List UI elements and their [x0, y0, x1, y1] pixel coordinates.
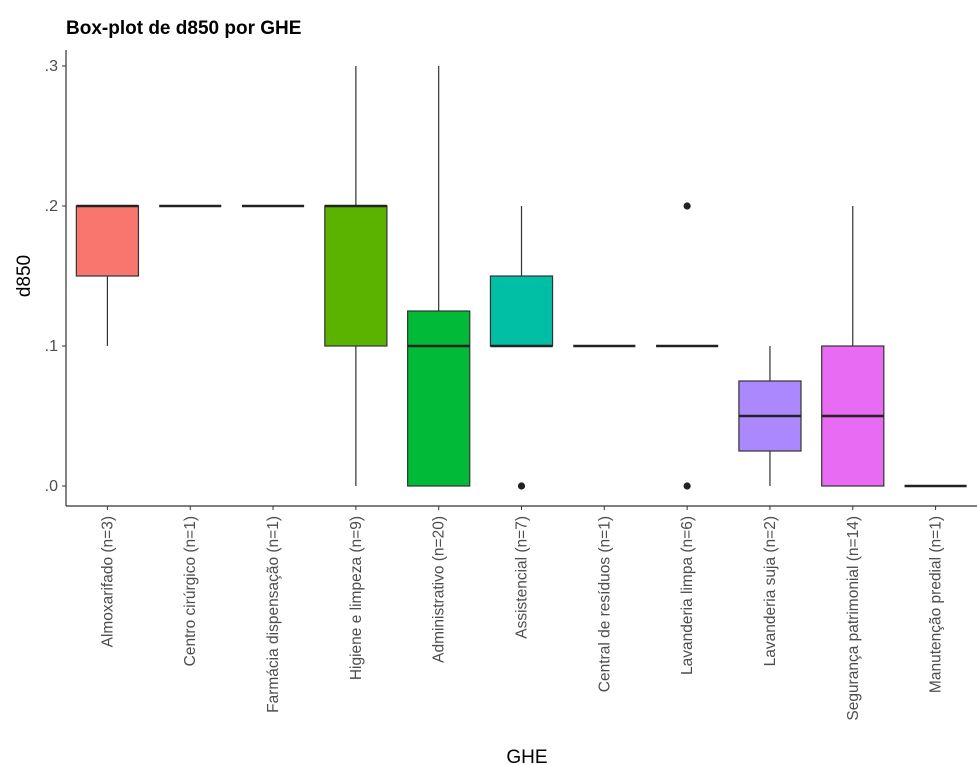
box-5 — [407, 66, 471, 487]
x-tick-label: Assistencial (n=7) — [514, 516, 531, 639]
iqr-box — [324, 205, 388, 347]
outlier-point — [683, 482, 691, 490]
x-tick-label: Central de resíduos (n=1) — [596, 516, 613, 692]
x-tick-label: Administrativo (n=20) — [431, 516, 448, 663]
boxes-group — [75, 66, 967, 490]
box-10 — [821, 206, 885, 487]
x-axis: Almoxarifado (n=3) Centro cirúrgico (n=1)… — [66, 505, 977, 721]
x-tick-label: Farmácia dispensação (n=1) — [265, 516, 282, 713]
y-tick-label: .2 — [45, 198, 58, 215]
x-tick-label: Lavanderia suja (n=2) — [762, 516, 779, 666]
box-1 — [75, 204, 140, 346]
x-tick-label: Centro cirúrgico (n=1) — [182, 516, 199, 666]
y-axis: .0 .1 .2 .3 — [45, 50, 67, 506]
y-axis-title: d850 — [14, 255, 35, 297]
box-4 — [324, 66, 388, 486]
x-axis-title: GHE — [506, 747, 547, 765]
chart-title: Box-plot de d850 por GHE — [66, 18, 301, 39]
box-9 — [738, 346, 802, 486]
x-tick-label: Manutenção predial (n=1) — [928, 516, 945, 693]
box-8 — [656, 202, 719, 490]
y-tick-label: .0 — [45, 478, 58, 495]
outlier-point — [517, 482, 526, 490]
box-6 — [489, 206, 554, 490]
iqr-box — [75, 205, 140, 277]
x-tick-label: Almoxarifado (n=3) — [99, 516, 116, 647]
iqr-box — [407, 310, 471, 487]
outlier-point — [683, 202, 691, 210]
x-tick-label: Higiene e limpeza (n=9) — [348, 516, 365, 680]
y-tick-label: .3 — [45, 58, 58, 75]
x-tick-label: Segurança patrimonial (n=14) — [845, 516, 862, 721]
x-tick-label: Lavanderia limpa (n=6) — [679, 516, 696, 675]
y-tick-label: .1 — [45, 338, 58, 355]
iqr-box — [489, 275, 554, 347]
